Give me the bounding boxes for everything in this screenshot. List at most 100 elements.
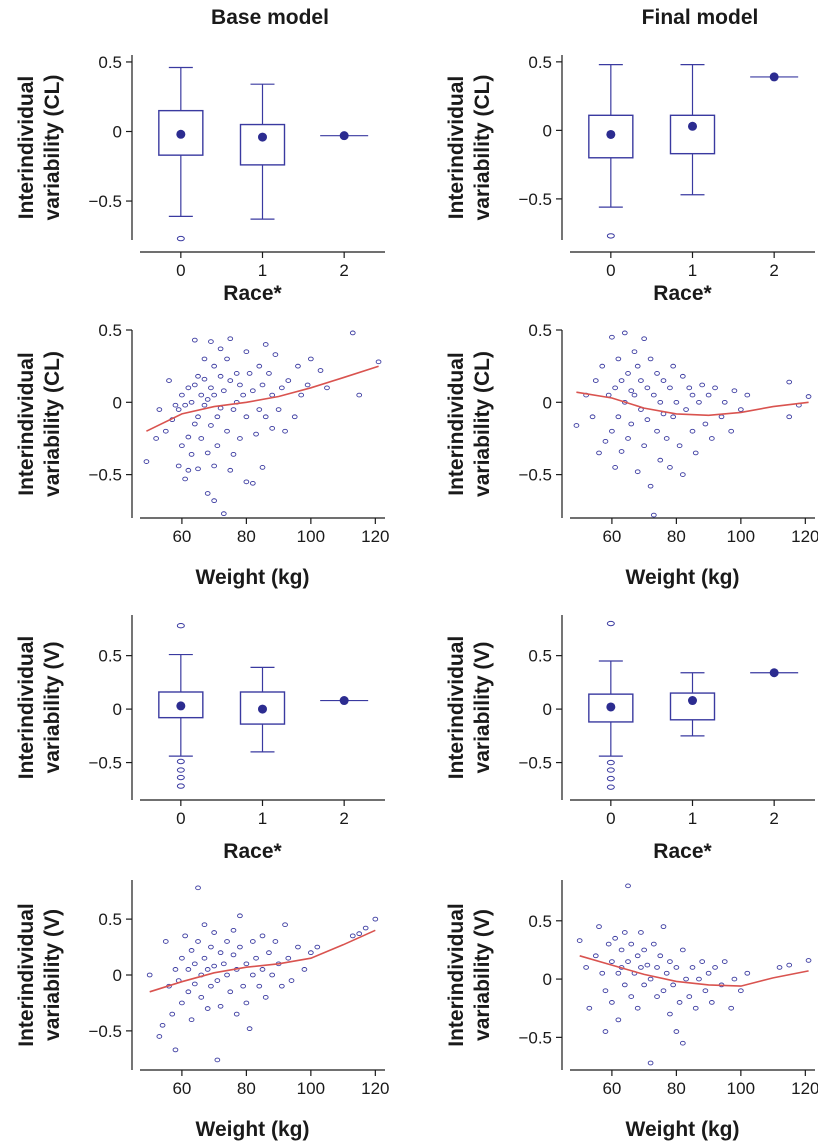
scatter-points (143, 330, 382, 517)
scatter-point (628, 994, 635, 999)
scatter-point (153, 436, 159, 441)
scatter-point (204, 450, 211, 456)
scatter-point (660, 988, 667, 994)
mean-point (258, 132, 267, 142)
scatter-point (179, 1000, 185, 1006)
scatter-point (696, 976, 702, 982)
x-tick-label: 0 (176, 809, 185, 828)
scatter-point (702, 988, 709, 994)
scatter-point (349, 330, 356, 336)
y-axis-label-line: Interindividual (445, 636, 468, 780)
x-axis-label: Race* (223, 840, 282, 863)
y-axis-label-line: Interindividual (445, 903, 468, 1047)
scatter-point (175, 463, 182, 469)
scatter-point (689, 965, 696, 970)
panel-base-cl-weight: 0.5 0 −0.5 60 80 100 120 Weight (kg) Interindivi… (15, 321, 390, 589)
scatter-point (246, 371, 253, 376)
scatter-point (262, 414, 269, 420)
scatter-point (317, 368, 324, 373)
scatter-point (182, 402, 188, 408)
scatter-point (592, 378, 599, 383)
outlier-point (176, 758, 185, 765)
outlier-point (176, 622, 185, 629)
scatter-point (275, 407, 282, 412)
y-axis-label-line: variability (CL) (471, 75, 494, 221)
box-group-2 (320, 696, 369, 706)
scatter-point (641, 947, 647, 953)
scatter-point (162, 428, 169, 434)
y-axis-label-line: Interindividual (445, 76, 468, 220)
scatter-point (314, 944, 321, 950)
scatter-point (689, 428, 696, 434)
scatter-point (230, 407, 237, 412)
box-group-1 (669, 672, 716, 737)
y-tick-label: 0 (543, 700, 552, 719)
y-tick-label: 0 (543, 121, 552, 140)
scatter-point (638, 378, 644, 383)
scatter-point (654, 994, 660, 999)
scatter-point (628, 388, 635, 394)
scatter-point (670, 982, 677, 988)
x-tick-label: 80 (667, 527, 686, 546)
x-tick-label: 2 (769, 809, 778, 828)
scatter-point (618, 449, 625, 454)
scatter-point (188, 452, 195, 457)
scatter-point (657, 953, 664, 959)
x-tick-label: 120 (791, 527, 818, 546)
scatter-points (573, 330, 812, 518)
scatter-point (269, 425, 276, 431)
outlier-point (606, 233, 615, 239)
scatter-points (576, 883, 812, 1066)
x-tick-label: 80 (667, 1079, 686, 1098)
scatter-point (233, 371, 240, 376)
scatter-point (278, 983, 285, 989)
scatter-point (211, 463, 217, 469)
scatter-point (638, 930, 644, 935)
scatter-point (172, 967, 179, 972)
x-tick-label: 60 (172, 1079, 191, 1098)
x-axis-label: Weight (kg) (196, 1118, 310, 1141)
scatter-point (308, 950, 314, 955)
scatter-point (708, 436, 715, 441)
y-tick-label: 0 (543, 393, 552, 412)
y-tick-label: 0.5 (98, 53, 122, 72)
loess-line (579, 955, 809, 987)
scatter-point (295, 363, 301, 369)
y-axis-label-line: variability (CL) (471, 351, 494, 497)
y-tick-label: 0.5 (98, 647, 122, 666)
scatter-point (195, 466, 201, 472)
loess-line (576, 391, 809, 417)
scatter-point (211, 498, 217, 503)
panel-base-v-weight: 0.5 0 −0.5 60 80 100 120 Weight (kg) Interindivi… (15, 880, 390, 1141)
box-group-0 (158, 622, 204, 789)
y-axis-label-line: variability (CL) (41, 351, 64, 497)
mean-point (176, 129, 186, 139)
scatter-point (686, 994, 693, 999)
scatter-point (185, 989, 192, 995)
scatter-point (237, 436, 243, 441)
x-axis-label: Race* (653, 840, 712, 863)
scatter-point (583, 965, 589, 970)
scatter-point (625, 883, 631, 889)
scatter-point (185, 467, 192, 473)
scatter-point (592, 953, 599, 959)
scatter-point (573, 423, 580, 428)
scatter-point (686, 385, 693, 391)
y-tick-label: −0.5 (518, 466, 552, 485)
scatter-point (641, 443, 647, 449)
scatter-point (663, 436, 670, 441)
scatter-point (214, 978, 221, 983)
scatter-point (644, 962, 651, 968)
x-tick-label: 120 (361, 527, 389, 546)
scatter-point (269, 392, 276, 398)
scatter-point (721, 959, 728, 964)
scatter-point (728, 1005, 735, 1011)
scatter-point (596, 924, 602, 929)
scatter-point (705, 970, 712, 976)
scatter-point (683, 976, 689, 982)
x-tick-label: 80 (237, 1079, 256, 1098)
x-tick-label: 2 (769, 261, 778, 280)
scatter-point (249, 939, 256, 944)
scatter-point (692, 1005, 699, 1011)
scatter-point (641, 982, 647, 988)
